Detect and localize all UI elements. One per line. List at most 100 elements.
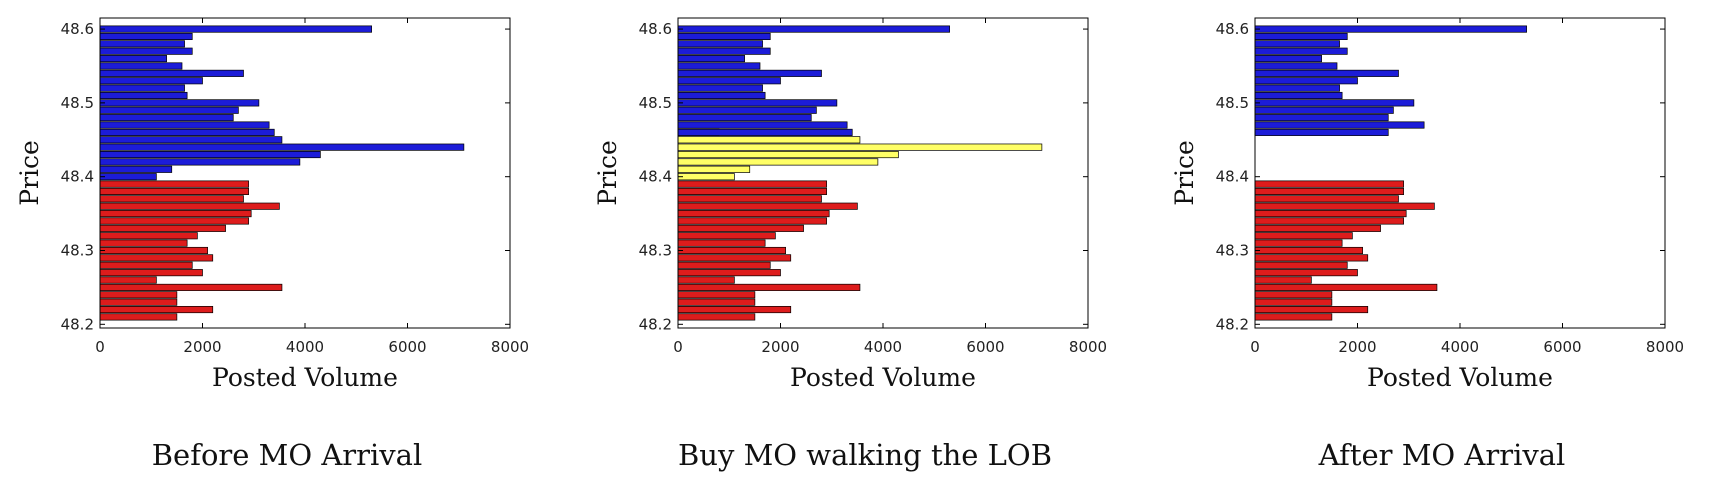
y-tick-label: 48.3 [61, 242, 94, 260]
bar-ask-48.53 [99, 77, 203, 85]
bar-bid-48.32 [99, 232, 198, 240]
x-tick-label: 0 [95, 338, 105, 356]
bar-ask-48.60 [1254, 25, 1527, 33]
y-tick-label: 48.6 [1216, 20, 1249, 38]
bar-ask-48.40 [99, 173, 157, 181]
bar-bid-48.21 [1254, 313, 1333, 321]
bar-bid-48.21 [677, 313, 756, 321]
bar-bid-48.32 [677, 232, 776, 240]
bar-ask-48.51 [99, 91, 188, 100]
bar-bid-48.38 [99, 187, 249, 196]
bar-bid-48.28 [1254, 261, 1348, 269]
bar-ask-48.59 [99, 32, 193, 41]
bar-ask-48.43 [99, 150, 321, 159]
bar-bid-48.34 [99, 217, 249, 225]
bar-ask-48.53 [1254, 77, 1358, 85]
bar-ask-48.58 [1254, 40, 1340, 48]
x-axis-title: Posted Volume [1367, 363, 1553, 392]
bar-ask-48.57 [99, 47, 193, 55]
bar-ask-48.51 [677, 91, 766, 100]
bar-ask-48.53 [677, 77, 781, 85]
bar-bid-48.23 [677, 298, 756, 306]
bar-bid-48.24 [1254, 291, 1333, 299]
bar-bid-48.39 [1254, 180, 1404, 188]
bar-bid-48.24 [99, 291, 178, 299]
x-tick-label: 2000 [183, 338, 221, 356]
x-tick-label: 6000 [1543, 338, 1581, 356]
x-tick-label: 2000 [761, 338, 799, 356]
bar-bid-48.30 [1254, 246, 1363, 255]
bar-ask-48.46 [1254, 128, 1389, 136]
bar-consumed-48.42 [677, 158, 879, 166]
y-tick-label: 48.4 [61, 168, 94, 186]
y-tick-label: 48.3 [1216, 242, 1249, 260]
bar-bid-48.29 [99, 254, 214, 262]
series-bid [99, 180, 283, 321]
y-tick-label: 48.5 [1216, 94, 1249, 112]
bar-ask-48.60 [99, 25, 372, 33]
y-tick-label: 48.5 [61, 94, 94, 112]
bar-ask-48.52 [677, 84, 763, 92]
bar-ask-48.50 [677, 99, 838, 107]
bar-consumed-48.40 [677, 173, 735, 181]
x-tick-label: 8000 [1069, 338, 1107, 356]
bar-ask-48.60 [677, 25, 950, 33]
x-tick-label: 4000 [864, 338, 902, 356]
bar-ask-48.41 [99, 165, 173, 173]
bar-ask-48.48 [99, 114, 234, 122]
bar-ask-48.55 [677, 62, 761, 70]
bar-ask-48.49 [677, 106, 817, 114]
y-tick-label: 48.4 [1216, 168, 1249, 186]
bar-bid-48.21 [99, 313, 178, 321]
y-tick-label: 48.6 [61, 20, 94, 38]
bar-bid-48.35 [99, 210, 252, 218]
series-bid [1254, 180, 1438, 321]
series-consumed [677, 128, 1043, 181]
bar-bid-48.37 [99, 195, 244, 203]
bar-bid-48.39 [99, 180, 249, 188]
panel-caption: After MO Arrival [1318, 438, 1566, 472]
bar-ask-48.48 [1254, 114, 1389, 122]
bar-bid-48.34 [1254, 217, 1404, 225]
bar-bid-48.25 [99, 283, 283, 291]
bar-bid-48.35 [1254, 210, 1407, 218]
bar-bid-48.36 [99, 202, 280, 210]
panel-3: 0 2000 4000 6000 8000 48.2 48.3 48.4 48.5 48.6 Pos… [1170, 17, 1684, 472]
series-bid [677, 180, 861, 321]
bar-ask-48.59 [1254, 32, 1348, 41]
bar-bid-48.23 [99, 298, 178, 306]
x-axis-title: Posted Volume [790, 363, 976, 392]
bar-bid-48.25 [1254, 283, 1438, 291]
bar-bid-48.38 [1254, 187, 1404, 196]
bar-ask-48.59 [677, 32, 771, 41]
y-axis-title: Price [593, 140, 622, 206]
bar-bid-48.26 [1254, 276, 1312, 284]
x-tick-label: 0 [673, 338, 683, 356]
bar-bid-48.33 [677, 224, 804, 232]
bar-ask-48.47 [1254, 121, 1425, 129]
bar-bid-48.23 [1254, 298, 1333, 306]
bar-ask-48.58 [99, 40, 185, 48]
y-tick-label: 48.4 [639, 168, 672, 186]
bar-ask-48.55 [99, 62, 183, 70]
bar-bid-48.32 [1254, 232, 1353, 240]
bar-bid-48.36 [677, 202, 858, 210]
series-ask [1254, 25, 1527, 136]
y-tick-label: 48.6 [639, 20, 672, 38]
bar-bid-48.29 [677, 254, 792, 262]
bar-bid-48.30 [677, 246, 786, 255]
bar-consumed-48.41 [677, 165, 751, 173]
bar-bid-48.30 [99, 246, 208, 255]
panel-caption: Before MO Arrival [152, 438, 423, 472]
bar-bid-48.24 [677, 291, 756, 299]
series-ask [99, 25, 465, 181]
x-axis-title: Posted Volume [212, 363, 398, 392]
bar-bid-48.33 [99, 224, 226, 232]
y-axis-title: Price [15, 140, 44, 206]
bar-bid-48.26 [677, 276, 735, 284]
panel-caption: Buy MO walking the LOB [678, 438, 1052, 472]
bar-ask-48.52 [1254, 84, 1340, 92]
y-tick-label: 48.2 [61, 315, 94, 333]
bar-ask-48.57 [1254, 47, 1348, 55]
